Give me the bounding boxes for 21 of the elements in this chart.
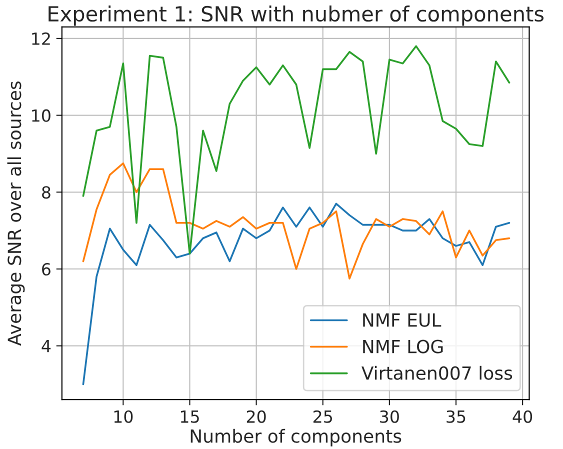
x-tick-label: 35 [446,410,466,423]
x-tick-label: 20 [246,410,266,423]
y-tick-label: 12 [32,32,50,45]
line-series [82,45,510,255]
y-tick-label: 10 [32,109,50,122]
chart-title: Experiment 1: SNR with nubmer of components [48,6,544,26]
y-axis-title: Average SNR over all sources [7,81,25,346]
legend-label: NMF EUL [363,313,442,327]
x-tick-label: 25 [313,410,332,423]
x-tick-label: 15 [180,410,199,423]
x-tick-label: 40 [512,410,532,423]
line-series [82,162,510,280]
x-tick-label: 10 [114,410,133,423]
y-tick-label: 4 [42,340,51,352]
legend-label: Virtanen007 loss [362,366,512,380]
y-tick-label: 8 [42,186,50,199]
x-axis-title: Number of components [190,428,402,446]
x-tick-label: 30 [380,410,399,423]
line-series [82,202,510,386]
y-tick-label: 6 [42,262,50,276]
legend-label: NMF LOG [363,340,443,354]
